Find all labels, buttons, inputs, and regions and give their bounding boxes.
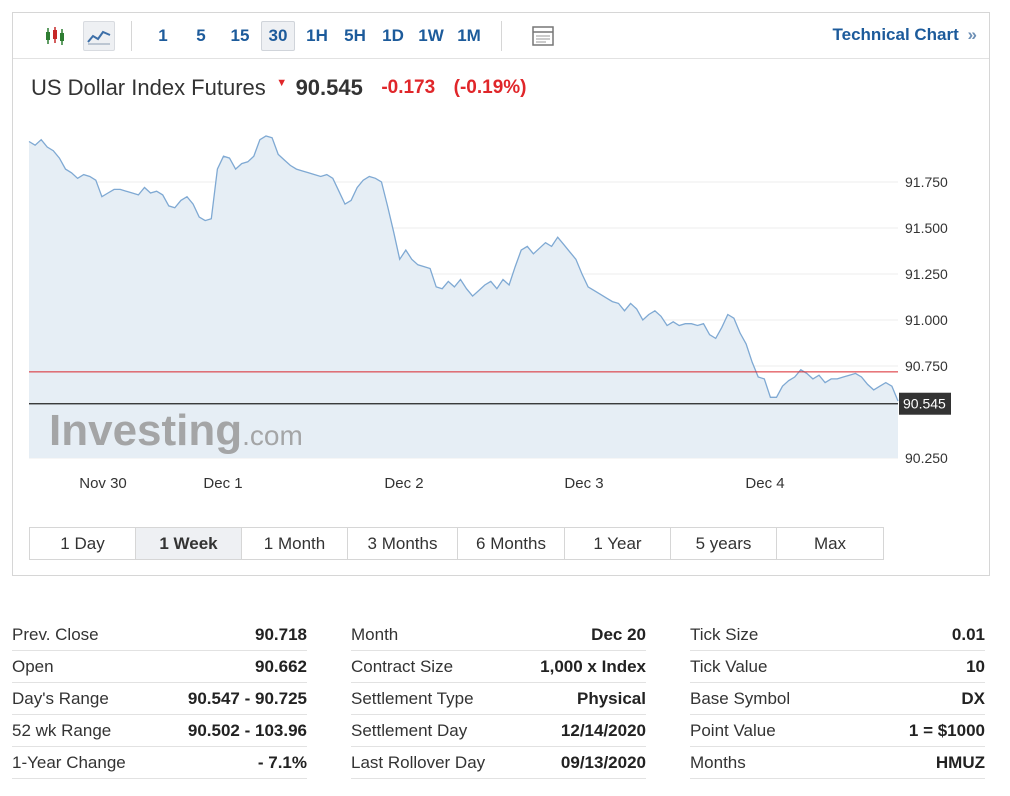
y-tick-label: 91.750 (905, 174, 948, 190)
range-3-months[interactable]: 3 Months (348, 528, 458, 559)
price-change-percent: (-0.19%) (453, 77, 527, 98)
stat-row: Prev. Close 90.718 (12, 619, 307, 651)
timeframe-1w[interactable]: 1W (418, 26, 444, 45)
last-price-tag-label: 90.545 (903, 396, 946, 412)
stat-row: Day's Range 90.547 - 90.725 (12, 683, 307, 715)
timeframe-15[interactable]: 15 (230, 26, 250, 45)
stats-column-1: Prev. Close 90.718 Open 90.662 Day's Range… (12, 619, 307, 779)
stat-label: Months (690, 752, 746, 772)
instrument-header: US Dollar Index Futures ▼ 90.545 -0.173 … (31, 75, 527, 105)
stat-label: 52 wk Range (12, 720, 112, 740)
timeframe-5h[interactable]: 5H (344, 26, 366, 45)
area-chart-icon[interactable] (83, 21, 115, 51)
x-tick-label: Dec 3 (564, 475, 603, 492)
x-tick-label: Dec 1 (203, 475, 242, 492)
down-arrow-icon: ▼ (276, 77, 288, 89)
range-1-year[interactable]: 1 Year (565, 528, 671, 559)
technical-chart-label: Technical Chart (832, 25, 959, 44)
timeframe-1m[interactable]: 1M (457, 26, 481, 45)
stat-row: 1-Year Change - 7.1% (12, 747, 307, 779)
stat-label: 1-Year Change (12, 752, 126, 772)
stat-label: Contract Size (351, 656, 454, 676)
last-price: 90.545 (295, 75, 363, 100)
price-line (28, 135, 899, 402)
stat-value: 0.01 (951, 624, 985, 644)
timeframe-1[interactable]: 1 (158, 26, 168, 45)
stat-value: 12/14/2020 (560, 720, 646, 740)
timeframe-1d[interactable]: 1D (382, 26, 404, 45)
stat-row: Point Value 1 = $1000 (690, 715, 985, 747)
y-tick-label: 91.250 (905, 266, 948, 282)
stat-value: 90.547 - 90.725 (187, 688, 307, 708)
toolbar-divider (131, 21, 132, 51)
price-change: -0.173 (381, 77, 436, 98)
range-6-months[interactable]: 6 Months (458, 528, 565, 559)
stat-value: - 7.1% (257, 752, 307, 772)
stat-row: Open 90.662 (12, 651, 307, 683)
stat-label: Point Value (690, 720, 776, 740)
stats-column-3: Tick Size 0.01 Tick Value 10 Base Symbol DX… (690, 619, 985, 779)
stat-value: 10 (966, 656, 985, 676)
y-tick-label: 90.750 (905, 358, 948, 374)
stat-value: HMUZ (935, 752, 985, 772)
stat-row: Contract Size 1,000 x Index (351, 651, 646, 683)
stat-row: Month Dec 20 (351, 619, 646, 651)
stat-value: 1 = $1000 (908, 720, 985, 740)
range-1-week[interactable]: 1 Week (136, 528, 242, 559)
range-5-years[interactable]: 5 years (671, 528, 777, 559)
watermark-logo: Investing.com (49, 406, 303, 455)
y-tick-label: 91.500 (905, 220, 948, 236)
technical-chart-link[interactable]: Technical Chart » (833, 25, 977, 45)
stat-row: Tick Value 10 (690, 651, 985, 683)
stat-value: 09/13/2020 (560, 752, 646, 772)
last-price-tag (899, 392, 951, 415)
range-selector: 1 Day 1 Week 1 Month 3 Months 6 Months 1… (29, 527, 884, 560)
y-tick-label: 90.250 (905, 450, 948, 466)
x-tick-label: Dec 2 (384, 475, 423, 492)
x-tick-label: Nov 30 (79, 475, 127, 492)
price-chart[interactable]: Investing.com 91.750 91.500 91.250 91.000 90.… (13, 13, 989, 513)
stat-label: Tick Value (690, 656, 768, 676)
stat-label: Prev. Close (12, 624, 99, 644)
layout-icon[interactable] (527, 21, 559, 51)
toolbar-divider (501, 21, 502, 51)
stat-label: Open (12, 656, 54, 676)
stat-row: Tick Size 0.01 (690, 619, 985, 651)
stat-label: Last Rollover Day (351, 752, 486, 772)
stat-row: Base Symbol DX (690, 683, 985, 715)
stat-label: Tick Size (690, 624, 759, 644)
range-1-month[interactable]: 1 Month (242, 528, 348, 559)
instrument-name: US Dollar Index Futures (31, 75, 266, 100)
stat-row: Settlement Type Physical (351, 683, 646, 715)
stat-label: Settlement Type (351, 688, 474, 708)
stat-value: Physical (577, 688, 646, 708)
stats-column-2: Month Dec 20 Contract Size 1,000 x Index S… (351, 619, 646, 779)
timeframe-30[interactable]: 30 (261, 21, 295, 51)
stat-row: Settlement Day 12/14/2020 (351, 715, 646, 747)
range-1-day[interactable]: 1 Day (30, 528, 136, 559)
chart-widget: 1 5 15 30 1H 5H 1D 1W 1M Technical Chart… (12, 12, 990, 576)
candlestick-chart-icon[interactable] (39, 21, 71, 51)
x-tick-label: Dec 4 (745, 475, 784, 492)
double-chevron-right-icon: » (967, 25, 977, 44)
stat-row: 52 wk Range 90.502 - 103.96 (12, 715, 307, 747)
price-area (29, 136, 898, 458)
stat-value: 90.662 (255, 656, 307, 676)
stat-value: DX (961, 688, 985, 708)
stat-label: Base Symbol (690, 688, 791, 708)
stat-value: 90.502 - 103.96 (187, 720, 307, 740)
stat-row: Last Rollover Day 09/13/2020 (351, 747, 646, 779)
stat-value: 1,000 x Index (540, 656, 646, 676)
stat-label: Settlement Day (351, 720, 468, 740)
stat-label: Day's Range (12, 688, 109, 708)
range-max[interactable]: Max (813, 534, 847, 553)
y-tick-label: 91.000 (905, 312, 948, 328)
stat-label: Month (351, 624, 399, 644)
timeframe-1h[interactable]: 1H (306, 26, 328, 45)
timeframe-5[interactable]: 5 (196, 26, 206, 45)
stat-value: Dec 20 (591, 624, 646, 644)
stat-row: Months HMUZ (690, 747, 985, 779)
stat-value: 90.718 (255, 624, 307, 644)
chart-toolbar: 1 5 15 30 1H 5H 1D 1W 1M Technical Chart… (13, 13, 989, 59)
